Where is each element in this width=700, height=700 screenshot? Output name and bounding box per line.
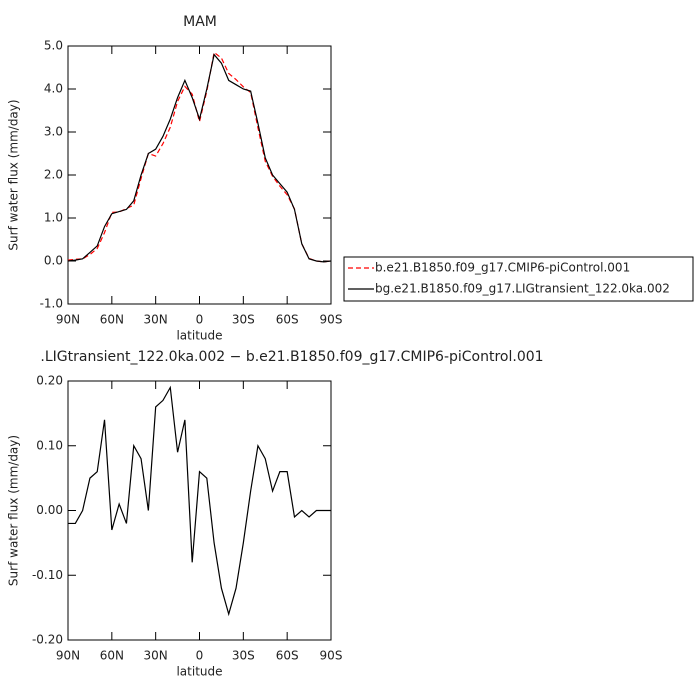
chart-title: MAM xyxy=(183,14,217,30)
x-tick-label: 30N xyxy=(144,313,168,327)
y-tick-label: 2.0 xyxy=(44,168,63,182)
x-tick-label: 30N xyxy=(144,649,168,663)
y-tick-label: 4.0 xyxy=(44,82,63,96)
x-axis-label: latitude xyxy=(176,329,222,343)
y-tick-label: 0.00 xyxy=(36,503,63,517)
y-tick-label: 0.0 xyxy=(44,254,63,268)
x-tick-label: 90N xyxy=(56,313,80,327)
x-tick-label: 0 xyxy=(196,313,204,327)
y-axis-label: Surf water flux (mm/day) xyxy=(7,435,21,586)
y-tick-label: 1.0 xyxy=(44,211,63,225)
x-axis-label: latitude xyxy=(176,665,222,679)
y-axis-label: Surf water flux (mm/day) xyxy=(7,99,21,250)
x-tick-label: 60N xyxy=(100,649,124,663)
x-tick-label: 60S xyxy=(276,649,299,663)
x-tick-label: 30S xyxy=(232,649,255,663)
x-tick-label: 90S xyxy=(320,313,343,327)
y-tick-label: -0.20 xyxy=(32,633,63,647)
chart-title: .LIGtransient_122.0ka.002 − b.e21.B1850.… xyxy=(40,349,543,365)
y-tick-label: -1.0 xyxy=(40,297,63,311)
plot-frame xyxy=(67,45,332,305)
y-tick-label: 5.0 xyxy=(44,39,63,53)
legend-label: bg.e21.B1850.f09_g17.LIGtransient_122.0k… xyxy=(375,282,670,296)
y-tick-label: -0.10 xyxy=(32,568,63,582)
series-line xyxy=(67,53,332,263)
y-tick-label: 3.0 xyxy=(44,125,63,139)
y-tick-label: 0.10 xyxy=(36,438,63,452)
x-tick-label: 90N xyxy=(56,649,80,663)
legend-box xyxy=(343,256,694,302)
y-tick-label: 0.20 xyxy=(36,374,63,388)
x-tick-label: 30S xyxy=(232,313,255,327)
x-tick-label: 90S xyxy=(320,649,343,663)
x-tick-label: 60S xyxy=(276,313,299,327)
x-tick-label: 0 xyxy=(196,649,204,663)
x-tick-label: 60N xyxy=(100,313,124,327)
series-line xyxy=(68,385,331,617)
series-line xyxy=(67,51,332,263)
legend-label: b.e21.B1850.f09_g17.CMIP6-piControl.001 xyxy=(375,261,630,275)
plot-frame xyxy=(67,380,332,641)
